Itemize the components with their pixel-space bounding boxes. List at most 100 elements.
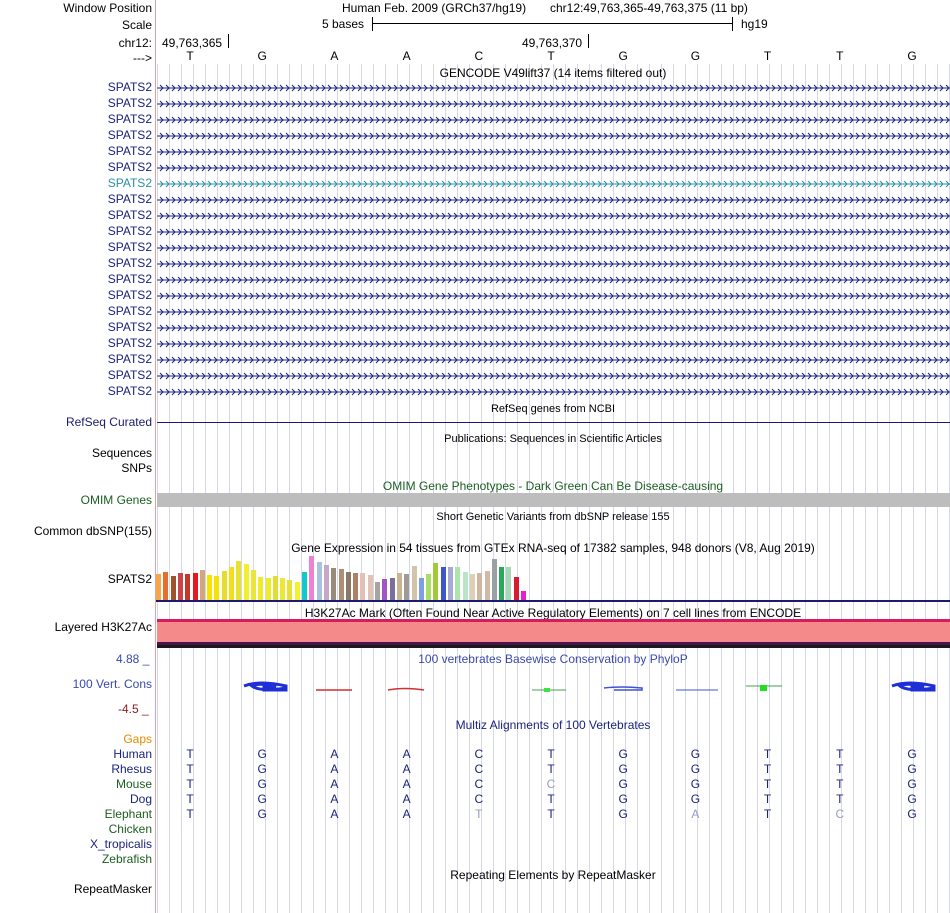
gtex-tissue-bar[interactable] <box>265 578 271 600</box>
publications-label[interactable]: Sequences <box>91 446 152 460</box>
multiz-species-label[interactable]: X_tropicalis <box>89 837 152 851</box>
gtex-tissue-bar[interactable] <box>185 574 191 600</box>
h3k27ac-signal[interactable] <box>157 619 950 649</box>
dbsnp-title[interactable]: Short Genetic Variants from dbSNP releas… <box>436 511 670 523</box>
gencode-gene-label[interactable]: SPATS2 <box>107 160 152 174</box>
snps-label[interactable]: SNPs <box>121 461 152 475</box>
gtex-tissue-bar[interactable] <box>382 579 388 600</box>
gencode-gene-label[interactable]: SPATS2 <box>107 240 152 254</box>
gtex-tissue-bar[interactable] <box>404 574 410 600</box>
gencode-transcript[interactable] <box>157 258 950 270</box>
gtex-tissue-bar[interactable] <box>243 564 249 600</box>
gencode-transcript[interactable] <box>157 338 950 350</box>
gencode-transcript[interactable] <box>157 290 950 302</box>
multiz-species-label[interactable]: Chicken <box>108 822 152 836</box>
gencode-gene-label[interactable]: SPATS2 <box>107 352 152 366</box>
gencode-gene-label[interactable]: SPATS2 <box>107 224 152 238</box>
gencode-gene-label[interactable]: SPATS2 <box>107 320 152 334</box>
multiz-title[interactable]: Multiz Alignments of 100 Vertebrates <box>455 718 651 732</box>
gtex-tissue-bar[interactable] <box>323 565 329 600</box>
gencode-transcript[interactable] <box>157 146 950 158</box>
gencode-gene-label[interactable]: SPATS2 <box>107 256 152 270</box>
gtex-tissue-bar[interactable] <box>426 574 432 600</box>
gencode-transcript[interactable] <box>157 178 950 190</box>
gtex-tissue-bar[interactable] <box>207 575 213 600</box>
gtex-tissue-bar[interactable] <box>331 568 337 600</box>
gtex-chart[interactable] <box>156 554 556 600</box>
gtex-tissue-bar[interactable] <box>513 577 519 600</box>
gtex-tissue-bar[interactable] <box>411 566 417 600</box>
gtex-tissue-bar[interactable] <box>170 576 176 600</box>
gencode-gene-label[interactable]: SPATS2 <box>107 128 152 142</box>
gencode-transcript[interactable] <box>157 82 950 94</box>
cons-logo[interactable] <box>156 676 950 702</box>
gencode-transcript[interactable] <box>157 370 950 382</box>
gtex-tissue-bar[interactable] <box>338 569 344 600</box>
h3k27ac-title[interactable]: H3K27Ac Mark (Often Found Near Active Re… <box>304 606 802 620</box>
gtex-tissue-bar[interactable] <box>258 577 264 600</box>
gencode-gene-label[interactable]: SPATS2 <box>107 176 152 190</box>
gtex-tissue-bar[interactable] <box>229 567 234 600</box>
gencode-gene-label[interactable]: SPATS2 <box>107 288 152 302</box>
gencode-gene-label[interactable]: SPATS2 <box>107 272 152 286</box>
gtex-tissue-bar[interactable] <box>272 576 278 600</box>
gtex-tissue-bar[interactable] <box>433 563 439 600</box>
gencode-transcript[interactable] <box>157 226 950 238</box>
gtex-tissue-bar[interactable] <box>287 580 293 600</box>
gencode-gene-label[interactable]: SPATS2 <box>107 208 152 222</box>
gtex-tissue-bar[interactable] <box>280 578 286 600</box>
gencode-transcript[interactable] <box>157 98 950 110</box>
gencode-transcript[interactable] <box>157 130 950 142</box>
gtex-tissue-bar[interactable] <box>367 575 373 600</box>
gencode-gene-label[interactable]: SPATS2 <box>107 96 152 110</box>
gencode-title[interactable]: GENCODE V49lift37 (14 items filtered out… <box>439 66 667 80</box>
gtex-tissue-bar[interactable] <box>294 582 300 600</box>
gtex-tissue-bar[interactable] <box>418 578 424 600</box>
multiz-species-label[interactable]: Zebrafish <box>101 852 152 866</box>
gtex-tissue-bar[interactable] <box>455 567 461 600</box>
gencode-gene-label[interactable]: SPATS2 <box>107 80 152 94</box>
multiz-species-label[interactable]: Mouse <box>115 777 152 791</box>
gtex-tissue-bar[interactable] <box>462 572 468 600</box>
gtex-tissue-bar[interactable] <box>316 562 322 600</box>
gtex-tissue-bar[interactable] <box>484 571 490 600</box>
gencode-gene-label[interactable]: SPATS2 <box>107 192 152 206</box>
gtex-tissue-bar[interactable] <box>521 591 526 600</box>
publications-title[interactable]: Publications: Sequences in Scientific Ar… <box>444 433 662 445</box>
gtex-tissue-bar[interactable] <box>192 573 198 600</box>
gtex-tissue-bar[interactable] <box>491 559 497 600</box>
gtex-tissue-bar[interactable] <box>440 567 446 600</box>
gencode-gene-label[interactable]: SPATS2 <box>107 336 152 350</box>
gencode-transcript[interactable] <box>157 242 950 254</box>
gtex-tissue-bar[interactable] <box>477 573 483 600</box>
gtex-tissue-bar[interactable] <box>389 578 395 600</box>
gtex-tissue-bar[interactable] <box>499 567 505 600</box>
gtex-tissue-bar[interactable] <box>214 576 220 600</box>
position-range[interactable]: chr12:49,763,365-49,763,375 (11 bp) <box>550 1 748 15</box>
multiz-species-label[interactable]: Dog <box>129 792 152 806</box>
multiz-species-label[interactable]: Human <box>113 747 152 761</box>
gencode-gene-label[interactable]: SPATS2 <box>107 368 152 382</box>
gencode-transcript[interactable] <box>157 210 950 222</box>
gtex-tissue-bar[interactable] <box>469 574 475 600</box>
gencode-gene-label[interactable]: SPATS2 <box>107 384 152 398</box>
refseq-title[interactable]: RefSeq genes from NCBI <box>490 403 616 415</box>
dbsnp-label[interactable]: Common dbSNP(155) <box>33 524 152 538</box>
gtex-tissue-bar[interactable] <box>506 567 512 600</box>
gtex-tissue-bar[interactable] <box>156 574 161 600</box>
gtex-tissue-bar[interactable] <box>309 556 315 600</box>
gtex-tissue-bar[interactable] <box>177 573 183 600</box>
gencode-transcript[interactable] <box>157 306 950 318</box>
gtex-tissue-bar[interactable] <box>353 573 359 600</box>
gtex-tissue-bar[interactable] <box>345 572 351 600</box>
gencode-transcript[interactable] <box>157 322 950 334</box>
gtex-tissue-bar[interactable] <box>396 573 402 600</box>
omim-title[interactable]: OMIM Gene Phenotypes - Dark Green Can Be… <box>382 479 724 493</box>
gtex-tissue-bar[interactable] <box>250 570 256 600</box>
cons-title[interactable]: 100 vertebrates Basewise Conservation by… <box>418 652 688 666</box>
repeatmasker-title[interactable]: Repeating Elements by RepeatMasker <box>450 868 656 882</box>
gencode-transcript[interactable] <box>157 274 950 286</box>
gtex-tissue-bar[interactable] <box>302 572 307 600</box>
multiz-species-label[interactable]: Elephant <box>104 807 152 821</box>
gtex-tissue-bar[interactable] <box>236 561 242 600</box>
